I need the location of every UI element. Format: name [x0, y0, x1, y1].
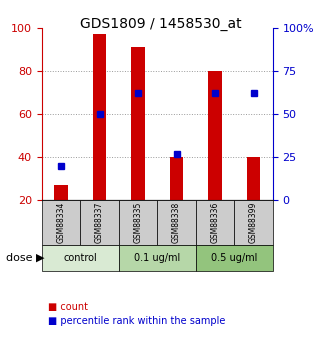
Text: control: control [63, 253, 97, 263]
Bar [54, 185, 68, 200]
Text: ■ count: ■ count [48, 302, 88, 312]
Text: GSM88337: GSM88337 [95, 202, 104, 243]
Bar [247, 157, 260, 200]
Text: GSM88335: GSM88335 [134, 202, 143, 243]
Bar [170, 157, 183, 200]
Text: 0.1 ug/ml: 0.1 ug/ml [134, 253, 180, 263]
Text: GSM88334: GSM88334 [56, 202, 65, 243]
Text: dose ▶: dose ▶ [6, 253, 45, 263]
Text: ■ percentile rank within the sample: ■ percentile rank within the sample [48, 316, 226, 326]
Bar [131, 47, 145, 200]
Bar [93, 34, 106, 200]
Text: GSM88336: GSM88336 [211, 202, 220, 243]
Text: 0.5 ug/ml: 0.5 ug/ml [211, 253, 257, 263]
Bar [208, 71, 222, 200]
Text: GDS1809 / 1458530_at: GDS1809 / 1458530_at [80, 17, 241, 31]
Text: GSM88399: GSM88399 [249, 202, 258, 243]
Text: GSM88338: GSM88338 [172, 202, 181, 243]
